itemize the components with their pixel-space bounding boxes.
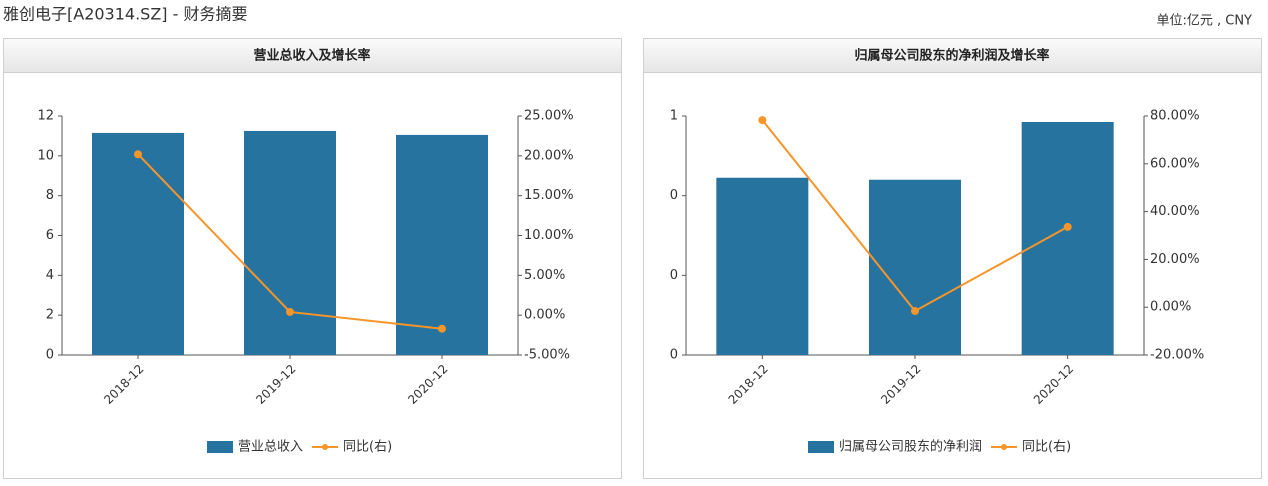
bar xyxy=(92,132,184,355)
y2-tick-label: 15.00% xyxy=(524,188,574,203)
y2-tick-label: -20.00% xyxy=(1150,348,1204,363)
legend-swatch xyxy=(808,441,834,453)
y-tick-label: 8 xyxy=(46,188,54,203)
y-tick-label: 6 xyxy=(46,228,54,243)
y-tick-label: 0 xyxy=(670,348,678,363)
y-tick-label: 12 xyxy=(37,109,54,124)
panel-header xyxy=(644,39,1261,72)
legend-label: 同比(右) xyxy=(1022,440,1071,455)
legend-marker xyxy=(322,444,328,450)
y-tick-label: 4 xyxy=(46,268,54,283)
panel-header xyxy=(4,39,621,72)
bar xyxy=(716,177,809,355)
y2-tick-label: 10.00% xyxy=(524,228,574,243)
panel-title: 归属母公司股东的净利润及增长率 xyxy=(854,48,1049,64)
legend-label: 同比(右) xyxy=(343,440,392,455)
line-point xyxy=(911,307,919,316)
y-tick-label: 2 xyxy=(46,308,54,323)
legend-marker xyxy=(1001,444,1007,450)
y2-tick-label: -5.00% xyxy=(524,348,570,363)
bar xyxy=(1021,121,1114,355)
legend-label: 营业总收入 xyxy=(238,440,303,455)
y2-tick-label: 20.00% xyxy=(1150,252,1200,267)
page-title: 雅创电子[A20314.SZ] - 财务摘要 xyxy=(3,5,247,24)
bar xyxy=(396,134,488,355)
y-tick-label: 0 xyxy=(46,348,54,363)
line-point xyxy=(286,307,294,316)
y-tick-label: 1 xyxy=(670,109,678,124)
bar xyxy=(869,179,961,355)
legend-swatch xyxy=(207,441,233,453)
line-point xyxy=(758,116,767,125)
y2-tick-label: 5.00% xyxy=(524,268,565,283)
y2-tick-label: 25.00% xyxy=(524,109,574,124)
y2-tick-label: 20.00% xyxy=(524,148,574,163)
y-tick-label: 10 xyxy=(37,148,54,163)
legend-label: 归属母公司股东的净利润 xyxy=(839,439,982,455)
panel-title: 营业总收入及增长率 xyxy=(253,48,370,64)
line-point xyxy=(1063,222,1072,231)
y2-tick-label: 40.00% xyxy=(1150,204,1200,219)
y-tick-label: 0 xyxy=(670,188,678,203)
line-point xyxy=(134,150,142,159)
unit-label: 单位:亿元 , CNY xyxy=(1156,14,1252,29)
y-tick-label: 0 xyxy=(670,268,678,283)
y2-tick-label: 60.00% xyxy=(1150,156,1200,171)
y2-tick-label: 0.00% xyxy=(1150,300,1191,315)
y2-tick-label: 80.00% xyxy=(1150,109,1200,124)
bar xyxy=(244,130,336,355)
y2-tick-label: 0.00% xyxy=(524,308,565,323)
line-point xyxy=(438,324,446,333)
